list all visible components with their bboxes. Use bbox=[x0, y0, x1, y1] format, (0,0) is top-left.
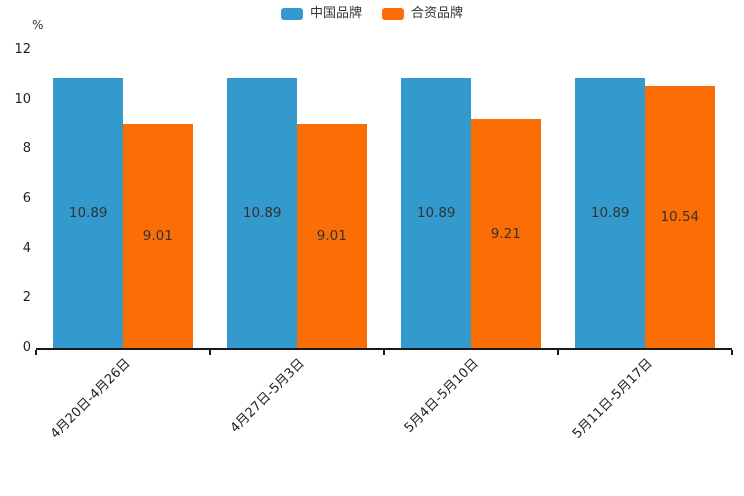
x-axis-tick bbox=[209, 350, 211, 355]
bar-joint-venture-brand-0 bbox=[123, 124, 193, 348]
x-tick-label-2: 5月4日-5月10日 bbox=[401, 356, 482, 436]
y-tick-label: 6 bbox=[22, 191, 31, 206]
bar-value-label: 9.01 bbox=[316, 228, 347, 245]
bar-value-label: 10.89 bbox=[68, 204, 108, 221]
bar-value-label: 10.54 bbox=[660, 209, 700, 226]
y-tick-label: 10 bbox=[14, 91, 31, 107]
x-axis-tick bbox=[383, 350, 385, 355]
bar-value-label: 10.89 bbox=[590, 204, 630, 221]
x-axis-tick bbox=[731, 350, 733, 355]
legend-item-china-brand: 中国品牌 bbox=[280, 6, 362, 21]
x-axis-tick bbox=[35, 350, 37, 355]
x-axis-line bbox=[36, 348, 732, 350]
bar-value-label: 10.89 bbox=[416, 204, 456, 221]
bar-china-brand-0 bbox=[53, 77, 123, 348]
bar-joint-venture-brand-1 bbox=[297, 124, 367, 348]
legend-swatch-joint-venture-brand bbox=[382, 7, 404, 20]
legend-swatch-china-brand bbox=[280, 7, 303, 20]
x-tick-label-1: 4月27日-5月3日 bbox=[227, 356, 308, 436]
y-axis-unit-label: % bbox=[32, 18, 44, 32]
legend-label-china-brand: 中国品牌 bbox=[309, 6, 362, 21]
y-tick-label: 12 bbox=[14, 42, 31, 57]
x-axis-tick bbox=[557, 350, 559, 355]
legend: 中国品牌 合资品牌 bbox=[0, 7, 744, 20]
bar-value-label: 9.21 bbox=[490, 225, 521, 242]
bar-china-brand-1 bbox=[227, 77, 297, 348]
bar-value-label: 9.01 bbox=[142, 228, 173, 245]
y-tick-label: 2 bbox=[22, 290, 31, 306]
y-tick-label: 0 bbox=[22, 340, 31, 355]
bar-value-label: 10.89 bbox=[242, 204, 282, 221]
y-tick-label: 8 bbox=[22, 141, 31, 157]
bar-joint-venture-brand-2 bbox=[471, 119, 541, 348]
bar-joint-venture-brand-3 bbox=[645, 86, 715, 348]
legend-label-joint-venture-brand: 合资品牌 bbox=[411, 6, 464, 21]
x-tick-label-3: 5月11日-5月17日 bbox=[569, 356, 656, 442]
legend-item-joint-venture-brand: 合资品牌 bbox=[382, 7, 463, 20]
bar-china-brand-3 bbox=[575, 77, 645, 348]
bar-china-brand-2 bbox=[401, 77, 471, 348]
y-tick-label: 4 bbox=[22, 240, 31, 256]
x-tick-label-0: 4月20日-4月26日 bbox=[47, 356, 134, 442]
